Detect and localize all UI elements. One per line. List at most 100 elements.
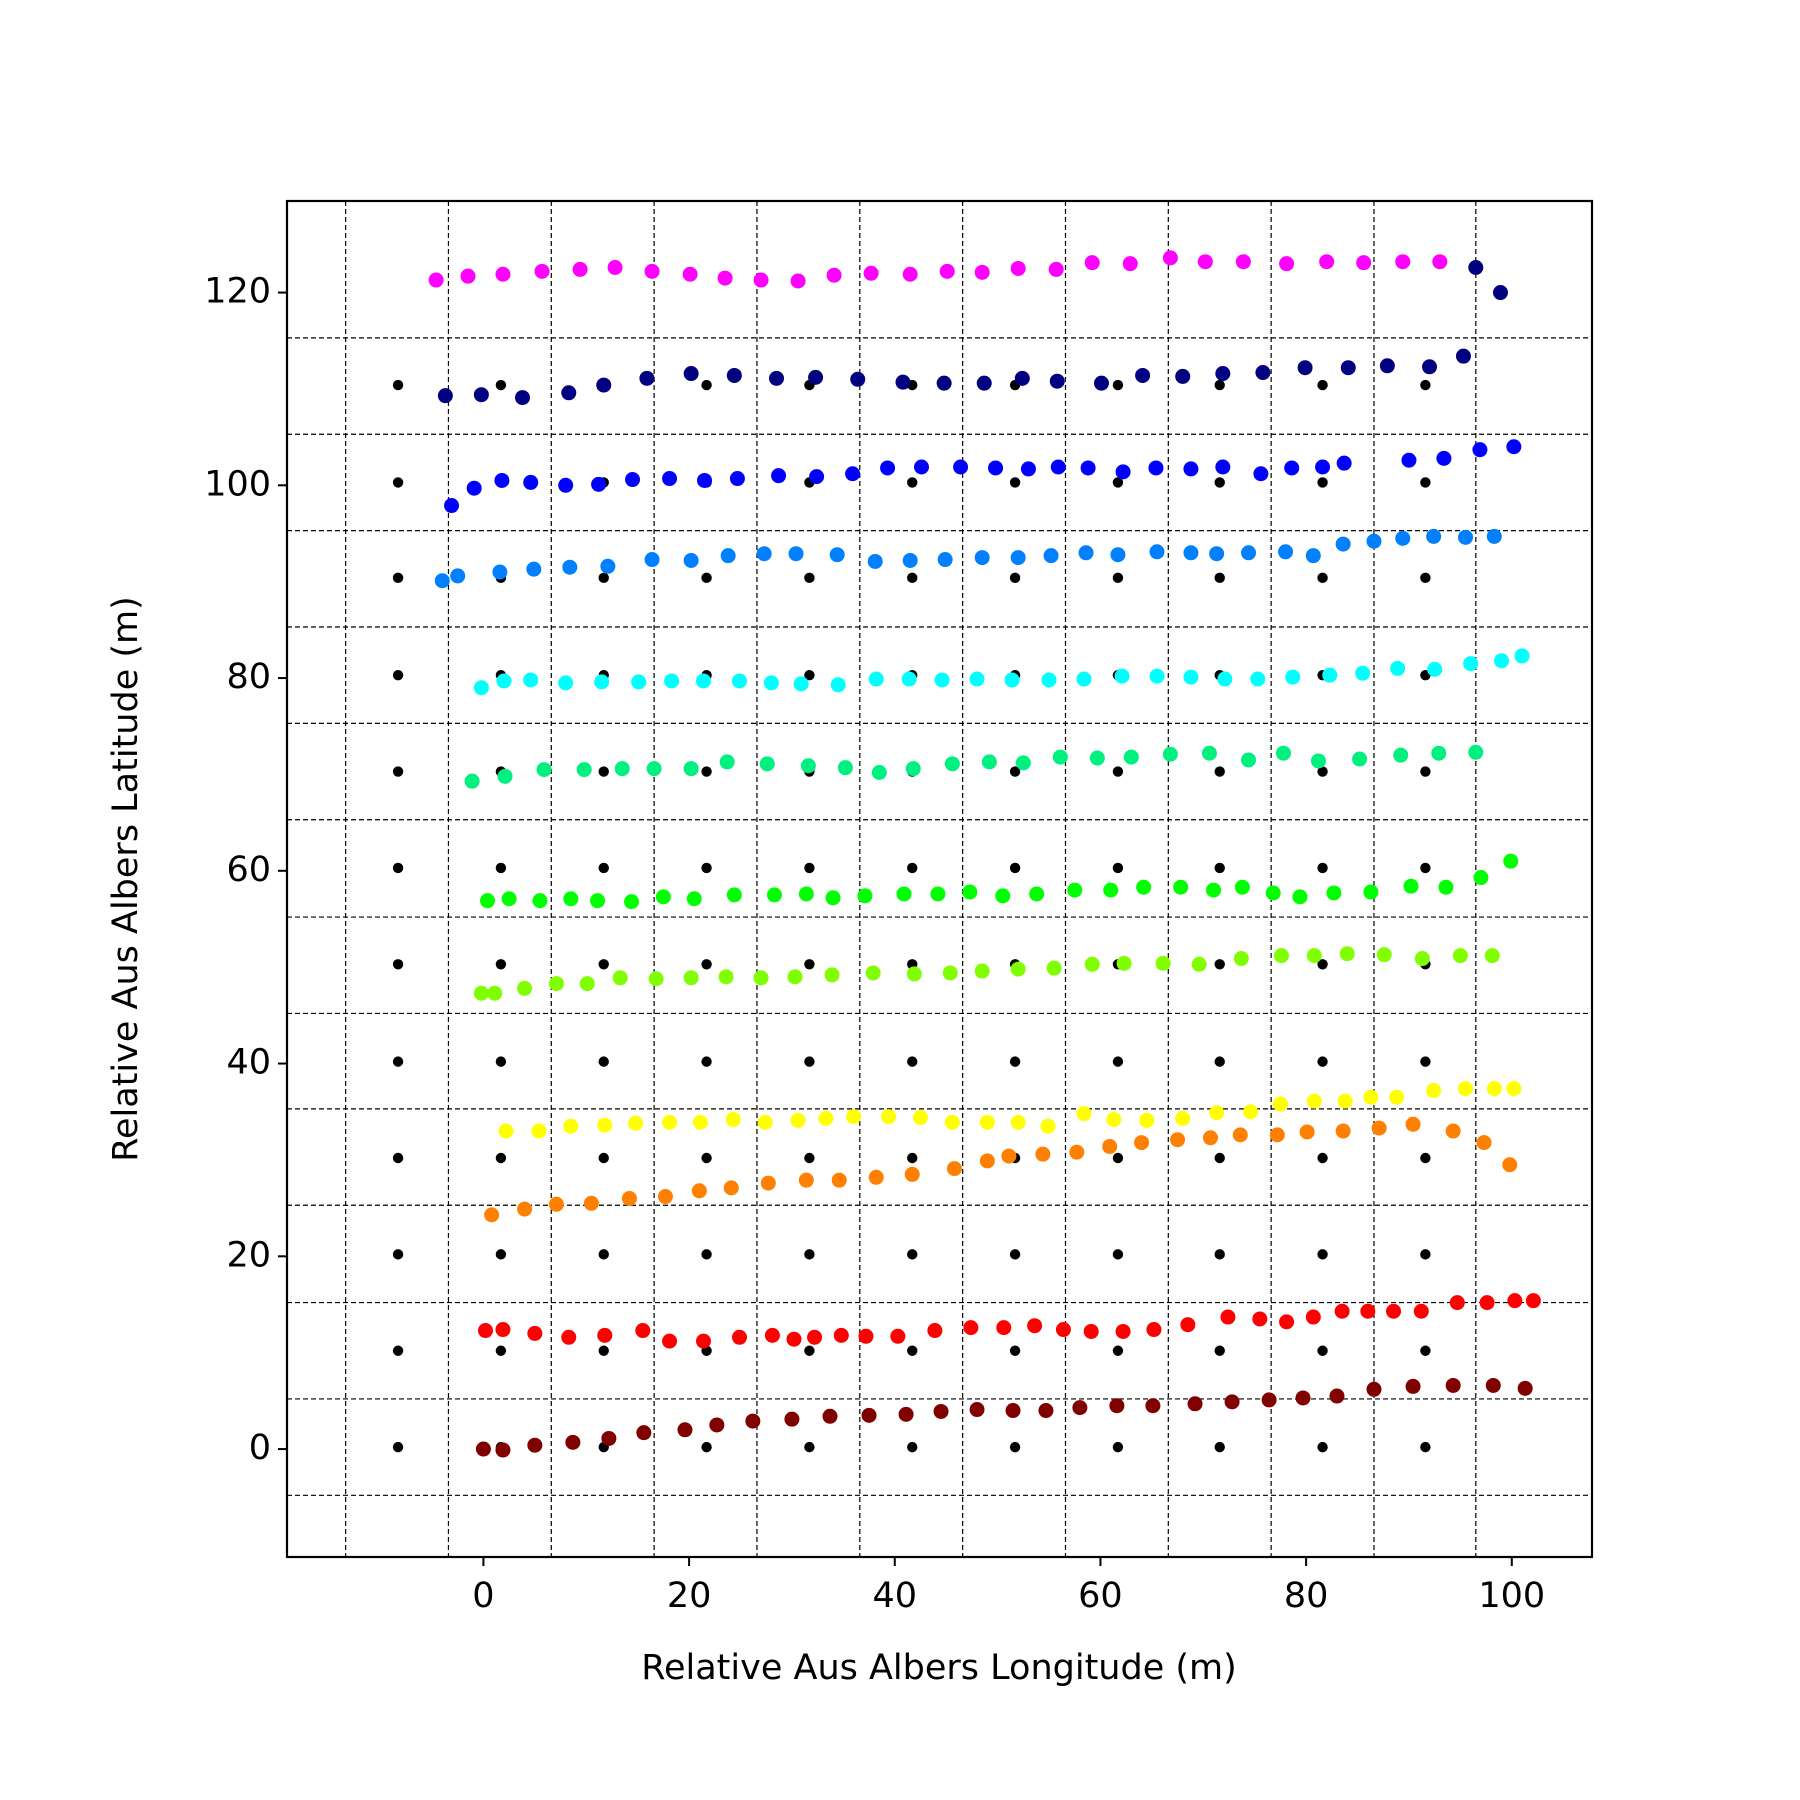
point [1109, 1398, 1125, 1414]
point [657, 1189, 673, 1205]
point [942, 965, 958, 981]
point [907, 477, 918, 488]
point [1255, 365, 1271, 381]
point [1305, 1309, 1321, 1325]
point [1401, 452, 1417, 468]
point [644, 263, 660, 279]
point [1123, 749, 1139, 765]
point [1503, 853, 1519, 869]
point [392, 572, 404, 584]
point [1356, 255, 1372, 271]
point [597, 1117, 613, 1133]
point [1009, 572, 1021, 584]
point [1134, 1135, 1150, 1151]
point [648, 971, 664, 987]
point [1116, 955, 1132, 971]
point [558, 477, 574, 493]
point [1414, 951, 1430, 967]
point [1436, 450, 1452, 466]
point [1214, 1249, 1225, 1260]
point [1449, 1295, 1465, 1311]
point [624, 894, 640, 910]
point [1122, 256, 1138, 272]
point [933, 1403, 949, 1419]
point [1214, 477, 1225, 488]
point [428, 272, 444, 288]
point [720, 548, 736, 564]
point [850, 371, 866, 387]
point [1405, 1378, 1421, 1394]
point [701, 379, 712, 391]
point [969, 1402, 985, 1418]
point [1015, 755, 1031, 771]
point [523, 672, 539, 688]
point [804, 1056, 815, 1067]
point [798, 1172, 814, 1188]
point [1235, 254, 1251, 270]
point [691, 1183, 707, 1199]
point [683, 970, 699, 986]
point [498, 1123, 514, 1139]
point [1279, 1314, 1295, 1330]
point [1306, 948, 1322, 964]
point [1084, 255, 1100, 271]
point [831, 1172, 847, 1188]
point [1420, 1345, 1431, 1356]
point [1103, 882, 1119, 898]
point [1472, 442, 1488, 458]
point [944, 1114, 960, 1130]
point [495, 1056, 507, 1067]
point [1363, 1089, 1379, 1105]
point [434, 573, 450, 589]
point [1426, 1083, 1442, 1099]
point [392, 379, 404, 391]
point [745, 1413, 761, 1429]
point [1050, 459, 1066, 475]
point [1175, 1110, 1191, 1126]
point [1040, 1118, 1056, 1134]
point [944, 756, 960, 772]
point [1170, 1132, 1186, 1148]
point [829, 547, 845, 563]
point [1217, 671, 1233, 687]
point [1197, 254, 1213, 270]
point [804, 669, 815, 681]
point [579, 976, 595, 992]
point [822, 1408, 838, 1424]
point [1463, 656, 1479, 672]
point [514, 390, 530, 406]
point [1069, 1144, 1085, 1160]
point [1220, 1309, 1236, 1325]
point [1420, 379, 1431, 391]
point [1112, 766, 1124, 777]
marks [392, 250, 1541, 1458]
point [1214, 862, 1225, 874]
point [1215, 366, 1231, 382]
point [946, 1161, 962, 1177]
point [495, 1322, 511, 1338]
point [495, 1442, 511, 1458]
point [804, 1152, 815, 1164]
point [1214, 1441, 1225, 1453]
point [1507, 1293, 1523, 1309]
point [1395, 254, 1411, 270]
point [1473, 870, 1489, 886]
point [857, 888, 873, 904]
point [1035, 1146, 1051, 1162]
point [787, 969, 803, 985]
point [1317, 477, 1328, 488]
point [1366, 1381, 1382, 1397]
point [880, 460, 896, 476]
point [1420, 572, 1431, 584]
point [614, 761, 630, 777]
point [1162, 250, 1178, 266]
point [800, 758, 816, 774]
point [598, 1152, 609, 1164]
point [628, 1115, 644, 1131]
point [1317, 1345, 1328, 1356]
point [392, 1441, 404, 1453]
point [718, 969, 734, 985]
point [1335, 536, 1351, 552]
point [480, 893, 496, 909]
